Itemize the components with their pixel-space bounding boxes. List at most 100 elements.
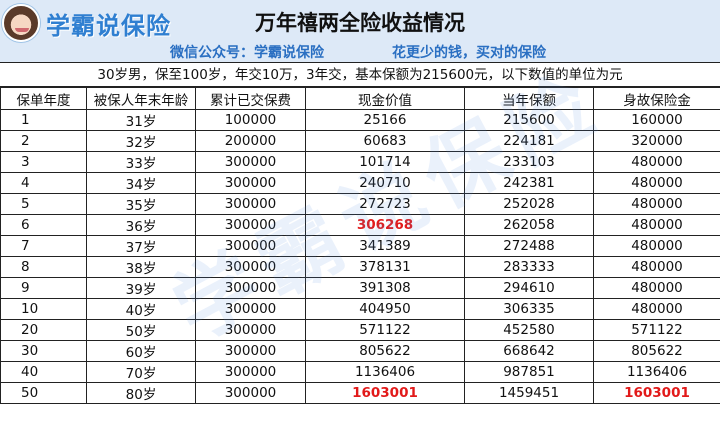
column-header-premium-paid: 累计已交保费 <box>195 87 306 110</box>
cell-death-benefit: 480000 <box>593 193 720 215</box>
cell-sum-assured: 452580 <box>464 319 594 341</box>
cell-policy-year: 30 <box>0 340 87 362</box>
cell-death-benefit: 1136406 <box>593 361 720 383</box>
cell-death-benefit: 480000 <box>593 172 720 194</box>
cell-policy-year: 4 <box>0 172 87 194</box>
cell-premium-paid: 300000 <box>195 361 306 383</box>
cell-age: 35岁 <box>86 193 196 215</box>
cell-policy-year: 7 <box>0 235 87 257</box>
cell-age: 38岁 <box>86 256 196 278</box>
table-row: 30 60岁 300000 805622 668642 805622 <box>0 340 720 362</box>
cell-age: 60岁 <box>86 340 196 362</box>
cell-premium-paid: 300000 <box>195 256 306 278</box>
cell-sum-assured: 252028 <box>464 193 594 215</box>
benefit-table: 保单年度 被保人年末年龄 累计已交保费 现金价值 当年保额 身故保险金 1 31岁… <box>0 87 720 404</box>
cell-sum-assured: 262058 <box>464 214 594 236</box>
cell-premium-paid: 300000 <box>195 382 306 404</box>
cell-sum-assured: 306335 <box>464 298 594 320</box>
cell-sum-assured: 242381 <box>464 172 594 194</box>
cell-sum-assured: 233103 <box>464 151 594 173</box>
cell-age: 33岁 <box>86 151 196 173</box>
column-header-cash-value: 现金价值 <box>305 87 465 110</box>
cell-death-benefit: 571122 <box>593 319 720 341</box>
table-row: 9 39岁 300000 391308 294610 480000 <box>0 277 720 299</box>
cell-premium-paid: 300000 <box>195 277 306 299</box>
column-header-policy-year: 保单年度 <box>0 87 87 110</box>
cell-age: 36岁 <box>86 214 196 236</box>
cell-premium-paid: 200000 <box>195 130 306 152</box>
cell-death-benefit: 480000 <box>593 214 720 236</box>
cell-premium-paid: 300000 <box>195 151 306 173</box>
cell-policy-year: 9 <box>0 277 87 299</box>
cell-premium-paid: 100000 <box>195 109 306 131</box>
wechat-account: 微信公众号：学霸说保险 <box>170 45 324 61</box>
table-row: 1 31岁 100000 25166 215600 160000 <box>0 109 720 131</box>
table-row: 10 40岁 300000 404950 306335 480000 <box>0 298 720 320</box>
cell-cash-value: 240710 <box>305 172 465 194</box>
table-body: 1 31岁 100000 25166 215600 160000 2 32岁 200000 606… <box>0 109 720 404</box>
avatar-icon <box>2 4 40 42</box>
cell-premium-paid: 300000 <box>195 298 306 320</box>
table-row: 50 80岁 300000 1603001 1459451 1603001 <box>0 382 720 404</box>
cell-cash-value: 571122 <box>305 319 465 341</box>
cell-policy-year: 10 <box>0 298 87 320</box>
cell-death-benefit: 480000 <box>593 151 720 173</box>
header-banner: 学霸说保险 万年禧两全险收益情况 微信公众号：学霸说保险 花更少的钱，买对的保险 <box>0 0 720 63</box>
logo-text: 学霸说保险 <box>46 11 171 40</box>
cell-policy-year: 50 <box>0 382 87 404</box>
page-title: 万年禧两全险收益情况 <box>255 11 465 35</box>
cell-sum-assured: 294610 <box>464 277 594 299</box>
column-header-death-benefit: 身故保险金 <box>593 87 720 110</box>
cell-sum-assured: 987851 <box>464 361 594 383</box>
cell-cash-value: 101714 <box>305 151 465 173</box>
cell-death-benefit: 805622 <box>593 340 720 362</box>
cell-age: 50岁 <box>86 319 196 341</box>
cell-premium-paid: 300000 <box>195 172 306 194</box>
policy-description: 30岁男，保至100岁，年交10万，3年交，基本保额为215600元，以下数值的… <box>0 63 720 87</box>
cell-policy-year: 5 <box>0 193 87 215</box>
table-row: 6 36岁 300000 306268 262058 480000 <box>0 214 720 236</box>
cell-death-benefit: 480000 <box>593 298 720 320</box>
column-header-age: 被保人年末年龄 <box>86 87 196 110</box>
cell-sum-assured: 224181 <box>464 130 594 152</box>
cell-premium-paid: 300000 <box>195 214 306 236</box>
cell-cash-value: 391308 <box>305 277 465 299</box>
cell-cash-value: 60683 <box>305 130 465 152</box>
cell-policy-year: 20 <box>0 319 87 341</box>
cell-death-benefit: 320000 <box>593 130 720 152</box>
cell-policy-year: 1 <box>0 109 87 131</box>
cell-age: 39岁 <box>86 277 196 299</box>
cell-premium-paid: 300000 <box>195 319 306 341</box>
cell-sum-assured: 1459451 <box>464 382 594 404</box>
cell-death-benefit: 480000 <box>593 256 720 278</box>
cell-cash-value: 272723 <box>305 193 465 215</box>
cell-sum-assured: 283333 <box>464 256 594 278</box>
cell-age: 31岁 <box>86 109 196 131</box>
table-row: 5 35岁 300000 272723 252028 480000 <box>0 193 720 215</box>
cell-age: 40岁 <box>86 298 196 320</box>
cell-cash-value: 404950 <box>305 298 465 320</box>
cell-age: 37岁 <box>86 235 196 257</box>
slogan: 花更少的钱，买对的保险 <box>392 45 546 61</box>
cell-cash-value: 1136406 <box>305 361 465 383</box>
table-row: 2 32岁 200000 60683 224181 320000 <box>0 130 720 152</box>
cell-age: 34岁 <box>86 172 196 194</box>
cell-age: 80岁 <box>86 382 196 404</box>
cell-cash-value: 805622 <box>305 340 465 362</box>
column-header-sum-assured: 当年保额 <box>464 87 594 110</box>
cell-cash-value: 306268 <box>305 214 465 236</box>
cell-policy-year: 3 <box>0 151 87 173</box>
cell-policy-year: 6 <box>0 214 87 236</box>
table-row: 40 70岁 300000 1136406 987851 1136406 <box>0 361 720 383</box>
table-row: 20 50岁 300000 571122 452580 571122 <box>0 319 720 341</box>
table-row: 3 33岁 300000 101714 233103 480000 <box>0 151 720 173</box>
cell-death-benefit: 480000 <box>593 235 720 257</box>
cell-policy-year: 2 <box>0 130 87 152</box>
cell-cash-value: 25166 <box>305 109 465 131</box>
table-row: 8 38岁 300000 378131 283333 480000 <box>0 256 720 278</box>
cell-sum-assured: 668642 <box>464 340 594 362</box>
cell-sum-assured: 272488 <box>464 235 594 257</box>
table-row: 7 37岁 300000 341389 272488 480000 <box>0 235 720 257</box>
cell-policy-year: 40 <box>0 361 87 383</box>
